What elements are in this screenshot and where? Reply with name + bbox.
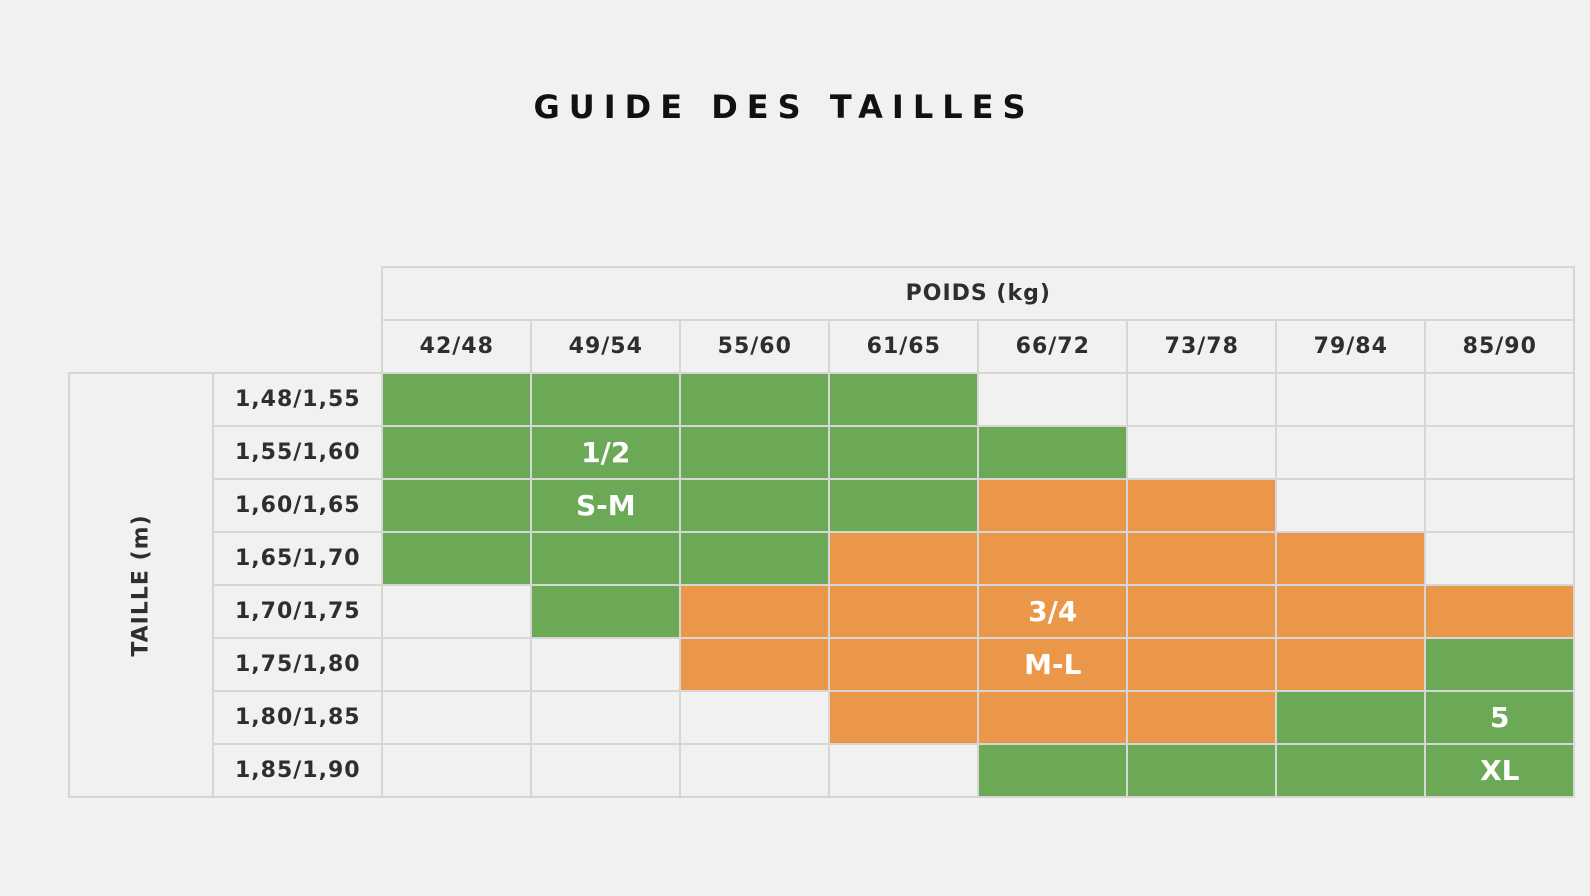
size-cell xyxy=(1275,531,1427,586)
size-cell xyxy=(1275,637,1427,692)
size-cell xyxy=(1126,743,1278,798)
size-cell xyxy=(1424,478,1576,533)
weight-columns-row: 42/48 49/54 55/60 61/65 66/72 73/78 79/84 85/90 xyxy=(69,319,1576,374)
size-cell: 1/2 xyxy=(530,425,682,480)
table-row: TAILLE (m) 1,48/1,55 xyxy=(67,372,1576,798)
size-cell xyxy=(1424,637,1576,692)
size-cell xyxy=(679,478,831,533)
size-cell xyxy=(828,531,980,586)
size-cell xyxy=(1126,425,1278,480)
weight-column-header: 49/54 xyxy=(530,319,682,374)
size-cell xyxy=(977,690,1129,745)
height-row-header: 1,48/1,55 xyxy=(212,372,384,427)
corner-blank xyxy=(69,267,382,320)
size-cell xyxy=(1126,584,1278,639)
size-cell xyxy=(530,690,682,745)
size-cell xyxy=(1275,690,1427,745)
size-cell xyxy=(1126,690,1278,745)
height-row-header: 1,55/1,60 xyxy=(212,425,384,480)
size-cell xyxy=(530,372,682,427)
height-row-header: 1,65/1,70 xyxy=(212,531,384,586)
size-cell: XL xyxy=(1424,743,1576,798)
weight-column-header: 42/48 xyxy=(381,319,533,374)
height-row-header: 1,85/1,90 xyxy=(212,743,384,798)
size-cell xyxy=(381,690,533,745)
size-cell xyxy=(381,531,533,586)
size-cell xyxy=(381,478,533,533)
table-row: 1,65/1,70 xyxy=(69,531,1576,586)
table-row: 1,55/1,60 1/2 xyxy=(69,425,1576,480)
size-cell xyxy=(1275,584,1427,639)
height-row-header: 1,80/1,85 xyxy=(212,690,384,745)
weight-header-row: POIDS (kg) xyxy=(69,266,1576,321)
weight-column-header: 79/84 xyxy=(1275,319,1427,374)
size-cell xyxy=(828,637,980,692)
size-cell xyxy=(1126,637,1278,692)
size-cell xyxy=(1126,531,1278,586)
size-cell xyxy=(977,425,1129,480)
size-cell xyxy=(530,743,682,798)
size-chart-table: POIDS (kg) 42/48 49/54 55/60 61/65 66/72 73/7… xyxy=(67,266,1576,798)
size-cell xyxy=(679,637,831,692)
size-cell xyxy=(381,584,533,639)
size-cell xyxy=(1424,584,1576,639)
size-cell xyxy=(1275,372,1427,427)
size-cell: M-L xyxy=(977,637,1129,692)
table-row: 1,85/1,90 XL xyxy=(69,743,1576,798)
weight-column-header: 66/72 xyxy=(977,319,1129,374)
height-header: TAILLE (m) xyxy=(67,372,215,798)
size-cell xyxy=(1424,425,1576,480)
size-cell: S-M xyxy=(530,478,682,533)
size-cell: 3/4 xyxy=(977,584,1129,639)
page-title: GUIDE DES TAILLES xyxy=(533,88,1035,126)
weight-header: POIDS (kg) xyxy=(381,266,1576,321)
size-cell xyxy=(530,531,682,586)
size-cell xyxy=(1424,531,1576,586)
size-cell xyxy=(679,425,831,480)
size-cell xyxy=(679,584,831,639)
size-cell xyxy=(977,478,1129,533)
size-cell xyxy=(1275,743,1427,798)
table-row: 1,75/1,80 M-L xyxy=(69,637,1576,692)
size-cell xyxy=(1126,478,1278,533)
height-row-header: 1,60/1,65 xyxy=(212,478,384,533)
size-cell xyxy=(828,478,980,533)
size-cell xyxy=(679,690,831,745)
weight-column-header: 55/60 xyxy=(679,319,831,374)
size-cell: 5 xyxy=(1424,690,1576,745)
size-cell xyxy=(381,743,533,798)
weight-column-header: 85/90 xyxy=(1424,319,1576,374)
size-cell xyxy=(1275,478,1427,533)
size-cell xyxy=(828,584,980,639)
size-cell xyxy=(381,372,533,427)
size-cell xyxy=(679,743,831,798)
table-row: 1,70/1,75 3/4 xyxy=(69,584,1576,639)
size-cell xyxy=(679,372,831,427)
size-cell xyxy=(1424,372,1576,427)
size-cell xyxy=(828,425,980,480)
size-cell xyxy=(530,637,682,692)
height-row-header: 1,70/1,75 xyxy=(212,584,384,639)
size-cell xyxy=(530,584,682,639)
size-cell xyxy=(679,531,831,586)
size-cell xyxy=(828,372,980,427)
size-cell xyxy=(381,637,533,692)
height-row-header: 1,75/1,80 xyxy=(212,637,384,692)
size-cell xyxy=(1126,372,1278,427)
size-cell xyxy=(1275,425,1427,480)
weight-column-header: 73/78 xyxy=(1126,319,1278,374)
size-cell xyxy=(828,690,980,745)
size-cell xyxy=(828,743,980,798)
table-row: 1,60/1,65 S-M xyxy=(69,478,1576,533)
corner-blank xyxy=(69,320,382,373)
size-cell xyxy=(977,372,1129,427)
size-cell xyxy=(977,531,1129,586)
height-header-label: TAILLE (m) xyxy=(128,513,154,657)
size-cell xyxy=(977,743,1129,798)
weight-column-header: 61/65 xyxy=(828,319,980,374)
size-cell xyxy=(381,425,533,480)
table-row: 1,80/1,85 5 xyxy=(69,690,1576,745)
